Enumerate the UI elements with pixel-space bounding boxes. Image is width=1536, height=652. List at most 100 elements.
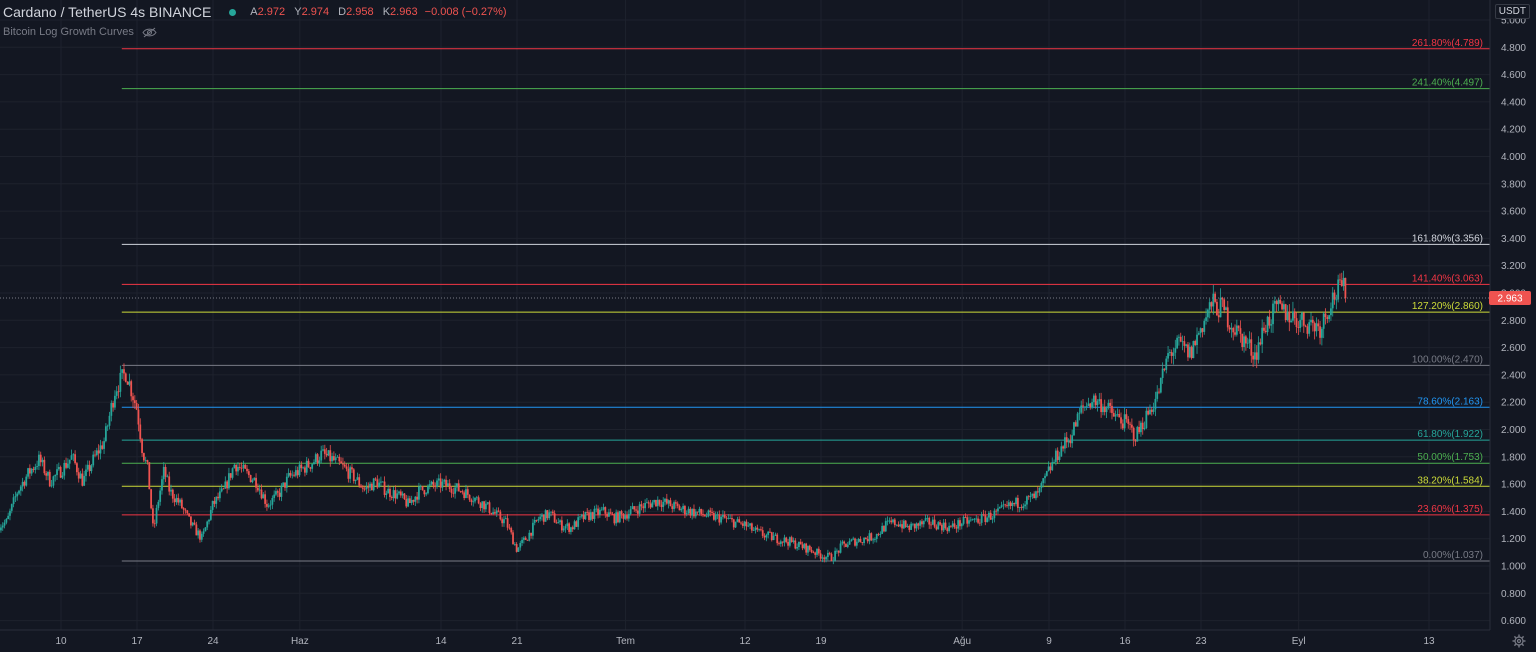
candle-body — [434, 485, 437, 487]
candle-body — [940, 524, 943, 531]
candle-body — [928, 517, 931, 525]
candle-body — [651, 502, 654, 508]
candle-body — [711, 512, 713, 514]
candle-body — [850, 539, 853, 542]
candle-body — [452, 492, 455, 494]
candle-body — [546, 510, 549, 519]
candle-body — [874, 538, 876, 540]
candle-body — [845, 543, 847, 547]
candle-body — [843, 541, 846, 544]
close-label: K — [382, 6, 391, 18]
candle-body — [1333, 292, 1336, 300]
candle-body — [716, 514, 719, 516]
candle-body — [959, 520, 961, 527]
candle-body — [664, 498, 666, 502]
candle-body — [765, 534, 768, 538]
fibonacci-levels[interactable]: 0.00%(1.037) 23.60%(1.375) 38.20%(1.584) 50… — [121, 38, 1490, 562]
candle-body — [665, 498, 668, 504]
candle-body — [171, 489, 174, 499]
candle-body — [1058, 456, 1061, 460]
candle-body — [866, 539, 869, 542]
candle-body — [893, 519, 896, 526]
candle-body — [1074, 422, 1077, 427]
candle-body — [682, 506, 685, 510]
candle-body — [61, 475, 64, 478]
candle-body — [27, 468, 29, 477]
candle-body — [586, 511, 589, 513]
candle-body — [1092, 395, 1095, 403]
candle-body — [513, 544, 516, 545]
candle-body — [1281, 303, 1283, 310]
currency-unit-label[interactable]: USDT — [1494, 4, 1530, 19]
candle-body — [506, 518, 509, 528]
candle-body — [788, 537, 791, 546]
candle-body — [647, 502, 650, 504]
candle-body — [237, 466, 239, 472]
candle-body — [200, 533, 203, 540]
time-axis[interactable]: 10 17 24 Haz 14 21 Tem 12 19 Ağu 9 16 23 Eyl 13 — [0, 629, 1490, 647]
candle-body — [709, 510, 712, 513]
candle-body — [115, 391, 118, 396]
candle-body — [1105, 407, 1108, 413]
candle-body — [939, 522, 941, 525]
candle-body — [488, 502, 491, 513]
candle-body — [470, 499, 473, 503]
candle-body — [579, 516, 581, 518]
price-axis[interactable]: 0.600 0.800 1.000 1.200 1.400 1.600 1.800 2.000… — [1489, 0, 1536, 652]
candle-body — [21, 481, 24, 487]
gear-icon[interactable] — [1512, 634, 1526, 648]
candle-body — [926, 517, 929, 519]
candle-body — [332, 456, 335, 461]
candle-body — [512, 532, 514, 545]
candle-body — [28, 468, 31, 474]
symbol-title[interactable]: Cardano / TetherUS 4s BINANCE — [3, 4, 212, 20]
candle-body — [919, 521, 922, 526]
candle-body — [653, 500, 656, 503]
eye-hidden-icon[interactable] — [142, 27, 157, 38]
fib-level-label: 38.20%(1.584) — [1417, 475, 1483, 486]
candle-body — [593, 508, 596, 519]
candle-body — [1011, 502, 1014, 507]
candle-body — [796, 547, 799, 549]
candle-body — [1339, 279, 1341, 281]
candle-body — [405, 499, 408, 507]
candle-body — [975, 518, 978, 520]
candle-body — [1013, 502, 1016, 505]
candle-body — [1168, 352, 1171, 354]
candle-body — [296, 470, 299, 476]
candle-body — [618, 511, 621, 523]
price-tick-label: 3.200 — [1501, 261, 1526, 272]
candle-body — [1297, 327, 1300, 328]
candle-body — [635, 509, 637, 511]
candle-body — [99, 445, 102, 454]
candle-body — [886, 520, 889, 522]
candle-body — [278, 492, 281, 497]
fib-level-label: 23.60%(1.375) — [1417, 504, 1483, 515]
candle-body — [705, 516, 708, 517]
candle-body — [957, 520, 960, 529]
candle-body — [385, 493, 388, 495]
indicator-legend[interactable]: Bitcoin Log Growth Curves — [3, 26, 157, 38]
candle-body — [370, 483, 373, 491]
candle-body — [872, 539, 875, 541]
candle-body — [828, 552, 831, 554]
candle-body — [946, 528, 949, 532]
price-tick-label: 1.600 — [1501, 480, 1526, 491]
candle-body — [830, 553, 833, 562]
candle-body — [1149, 409, 1151, 415]
candle-body — [600, 509, 603, 511]
candlestick-series — [0, 270, 1347, 565]
candle-body — [991, 518, 994, 520]
candle-body — [700, 508, 703, 515]
candle-body — [0, 527, 2, 531]
candle-body — [1225, 307, 1227, 310]
candle-body — [993, 510, 996, 519]
price-tick-label: 2.000 — [1501, 425, 1526, 436]
candle-body — [148, 462, 151, 490]
candle-body — [92, 454, 95, 466]
candle-body — [839, 543, 842, 553]
candle-body — [68, 459, 71, 464]
candle-body — [1244, 336, 1247, 344]
candle-body — [1319, 326, 1321, 338]
